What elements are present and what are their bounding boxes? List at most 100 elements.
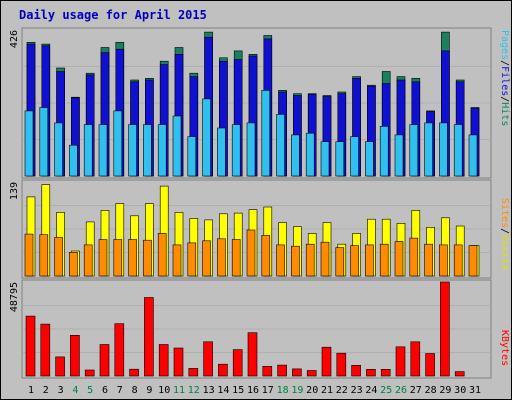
pages-bar-day-4 (69, 144, 78, 177)
sites-bar-day-21 (320, 241, 330, 277)
x-tick-label-day-18: 18 (277, 385, 289, 396)
pages-bar-day-7 (113, 110, 123, 177)
kbytes-bar-day-21 (321, 346, 332, 377)
kbytes-bar-day-15 (232, 349, 243, 377)
sites-bar-day-24 (365, 244, 374, 277)
sites-bar-day-23 (350, 245, 359, 277)
x-tick-label-day-6: 6 (102, 385, 108, 396)
sites-bar-day-11 (172, 244, 182, 277)
sites-bar-day-9 (143, 239, 152, 277)
x-tick-label-day-1: 1 (28, 385, 34, 396)
kbytes-bar-day-6 (99, 344, 110, 377)
kbytes-bar-day-20 (306, 370, 317, 377)
sites-bar-day-20 (305, 243, 315, 277)
files-legend-label: Files (499, 66, 510, 96)
pages-bar-day-19 (291, 134, 300, 177)
pages-bar-day-16 (246, 122, 256, 177)
kbytes-bar-day-4 (70, 334, 80, 377)
pages-bar-day-21 (320, 141, 330, 177)
x-tick-label-day-25: 25 (380, 385, 392, 396)
kbytes-bar-day-25 (380, 368, 391, 377)
sites-bar-day-22 (335, 247, 345, 277)
kbytes-bar-day-29 (440, 281, 450, 377)
visits-sites-legend: Sites/Visits (499, 198, 510, 270)
sites-bar-day-4 (69, 252, 78, 277)
x-tick-label-day-16: 16 (247, 385, 259, 396)
sites-bar-day-10 (157, 233, 167, 277)
pages-bar-day-10 (157, 124, 167, 177)
pages-bar-day-22 (335, 141, 345, 177)
pages-bar-day-23 (350, 136, 359, 177)
kbytes-legend: KBytes (499, 330, 510, 366)
x-axis-day-labels: 1 2 3 4 5 6 7 8 9 10 11 12 13 14 15 16 17 18 19 20 21 22 23 24 2… (28, 385, 481, 396)
x-tick-label-day-20: 20 (306, 385, 318, 396)
pages-legend-label: Pages (499, 30, 510, 60)
legend-separator: / (499, 60, 510, 66)
pages-bar-day-12 (187, 136, 197, 177)
kbytes-bar-day-9 (144, 297, 154, 377)
kbytes-bar-day-28 (425, 353, 435, 377)
x-tick-label-day-26: 26 (395, 385, 407, 396)
pages-bar-day-20 (305, 132, 315, 177)
pages-bar-day-2 (39, 107, 49, 177)
kbytes-bar-day-24 (366, 368, 376, 377)
x-tick-label-day-21: 21 (321, 385, 333, 396)
sites-bar-day-1 (24, 233, 34, 277)
kbytes-bar-day-7 (114, 323, 125, 377)
kbytes-bar-day-18 (277, 364, 287, 377)
kbytes-bar-day-23 (351, 364, 361, 377)
x-tick-label-day-10: 10 (158, 385, 170, 396)
x-tick-label-day-29: 29 (439, 385, 451, 396)
x-tick-label-day-19: 19 (291, 385, 303, 396)
x-tick-label-day-7: 7 (117, 385, 123, 396)
hits-files-pages-bars (24, 31, 480, 177)
sites-bar-day-25 (379, 243, 389, 277)
x-tick-label-day-3: 3 (58, 385, 64, 396)
kbytes-bar-day-11 (173, 347, 184, 377)
pages-bar-day-28 (424, 122, 433, 177)
hits-files-pages-ymax-label: 426 (9, 30, 20, 48)
x-tick-label-day-28: 28 (425, 385, 437, 396)
x-tick-label-day-9: 9 (146, 385, 152, 396)
pages-bar-day-17 (261, 90, 271, 177)
x-tick-label-day-22: 22 (336, 385, 348, 396)
kbytes-bar-day-3 (55, 356, 65, 377)
kbytes-bar-day-16 (247, 332, 258, 377)
sites-bar-day-3 (54, 237, 63, 277)
kbytes-ymax-label: 48795 (9, 282, 20, 312)
x-tick-label-day-4: 4 (72, 385, 78, 396)
kbytes-bar-day-27 (410, 341, 421, 377)
pages-bar-day-13 (202, 98, 211, 177)
kbytes-bar-day-2 (40, 323, 51, 377)
sites-bar-day-12 (187, 242, 197, 277)
kbytes-bar-day-12 (188, 368, 199, 377)
sites-bar-day-29 (439, 244, 448, 277)
kbytes-bar-day-13 (203, 341, 213, 377)
x-tick-label-day-31: 31 (469, 385, 481, 396)
sites-bar-day-8 (128, 239, 137, 277)
kbytes-legend-label: KBytes (499, 330, 510, 366)
pages-bar-day-18 (276, 114, 285, 177)
sites-bar-day-17 (261, 235, 271, 277)
hits-files-pages-legend: Pages/Files/Hits (499, 30, 510, 126)
pages-bar-day-9 (143, 124, 152, 177)
x-tick-label-day-17: 17 (262, 385, 274, 396)
sites-bar-day-13 (202, 240, 211, 277)
sites-bar-day-31 (468, 245, 478, 277)
pages-bar-day-14 (217, 127, 226, 177)
x-tick-label-day-27: 27 (410, 385, 422, 396)
legend-separator: / (499, 228, 510, 234)
kbytes-bar-day-30 (454, 371, 465, 377)
visits-sites-bars (24, 184, 480, 277)
visits-sites-ymax-label: 139 (9, 182, 20, 200)
x-tick-label-day-2: 2 (43, 385, 49, 396)
chart-title: Daily usage for April 2015 (19, 8, 207, 22)
pages-bar-day-1 (24, 110, 34, 177)
sites-bar-day-14 (217, 238, 226, 277)
kbytes-bar-day-1 (25, 315, 36, 377)
sites-legend-label: Sites (499, 198, 510, 228)
pages-bar-day-6 (98, 124, 108, 177)
sites-bar-day-19 (291, 245, 300, 277)
x-tick-label-day-13: 13 (203, 385, 215, 396)
